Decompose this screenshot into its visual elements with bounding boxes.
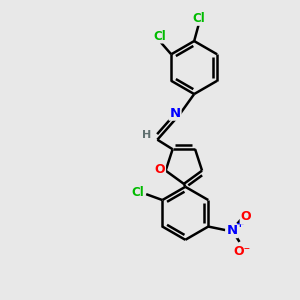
Text: Cl: Cl bbox=[153, 29, 166, 43]
Text: Cl: Cl bbox=[132, 186, 144, 199]
Text: O: O bbox=[241, 210, 251, 223]
Text: O: O bbox=[154, 163, 165, 176]
Text: O⁻: O⁻ bbox=[233, 245, 250, 258]
Text: N: N bbox=[169, 107, 181, 120]
Text: H: H bbox=[142, 130, 151, 140]
Text: +: + bbox=[236, 219, 244, 229]
Text: N: N bbox=[226, 224, 237, 237]
Text: Cl: Cl bbox=[192, 12, 205, 25]
